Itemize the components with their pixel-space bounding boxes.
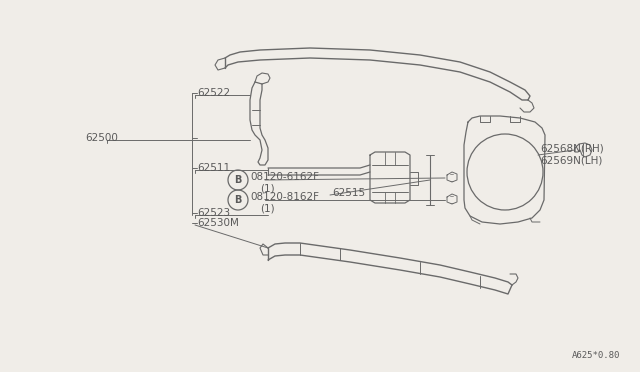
Text: B: B <box>234 175 242 185</box>
Text: 62523: 62523 <box>197 208 230 218</box>
Text: 62530M: 62530M <box>197 218 239 228</box>
Text: B: B <box>234 195 242 205</box>
Text: 62515: 62515 <box>332 188 365 198</box>
Text: (1): (1) <box>260 183 275 193</box>
Text: 08120-6162F: 08120-6162F <box>250 172 319 182</box>
Text: 62569N(LH): 62569N(LH) <box>540 155 602 165</box>
Text: 62568N(RH): 62568N(RH) <box>540 143 604 153</box>
Text: 08120-8162F: 08120-8162F <box>250 192 319 202</box>
Text: 62500: 62500 <box>85 133 118 143</box>
Text: 62522: 62522 <box>197 88 230 98</box>
Text: (1): (1) <box>260 203 275 213</box>
Text: A625*0.80: A625*0.80 <box>572 351 620 360</box>
Text: 62511: 62511 <box>197 163 230 173</box>
